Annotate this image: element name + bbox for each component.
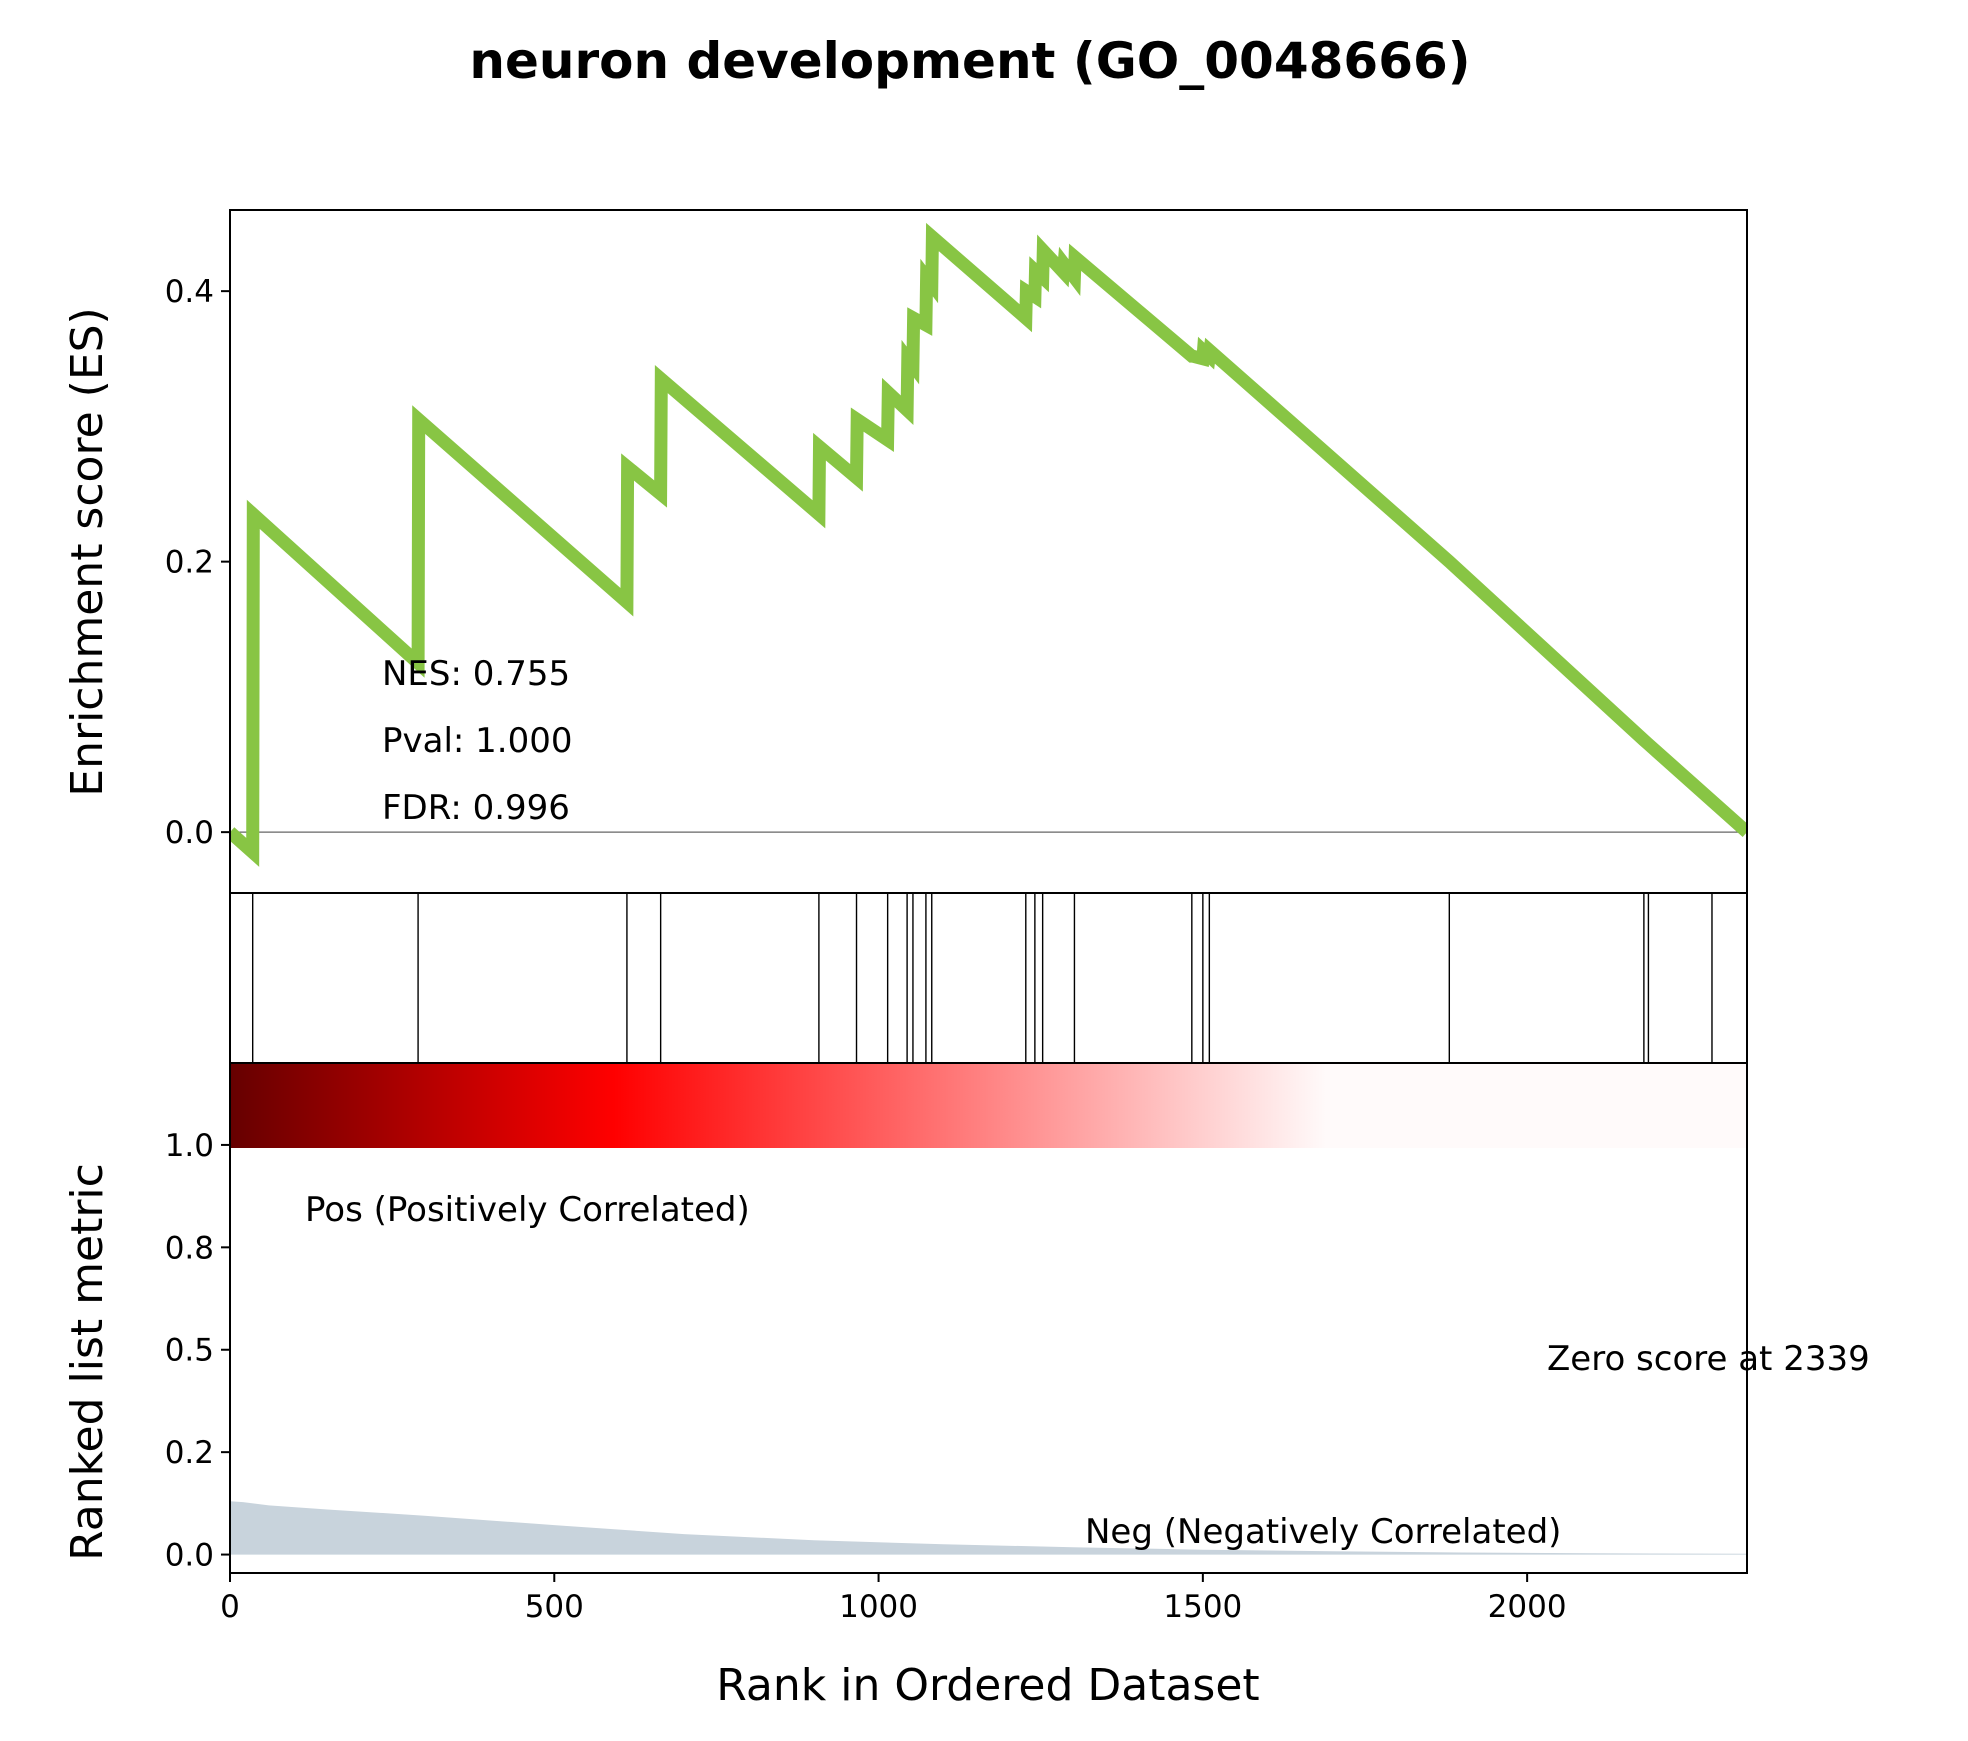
es-panel: 0.0 0.2 0.4 Enrichment score (ES) NES: 0.7… xyxy=(62,209,1748,894)
metric-panel-frame xyxy=(229,1062,1748,1574)
es-y-axis-label: Enrichment score (ES) xyxy=(62,307,113,796)
pval-annotation: Pval: 1.000 xyxy=(382,721,573,761)
metric-y-axis: 0.0 0.2 0.5 0.8 1.0 xyxy=(165,1128,230,1574)
metric-y-axis-label: Ranked list metric xyxy=(62,1163,113,1561)
zero-score-label: Zero score at 2339 xyxy=(1547,1339,1870,1379)
x-axis-label: Rank in Ordered Dataset xyxy=(716,1660,1259,1711)
chart-title: neuron development (GO_0048666) xyxy=(469,32,1470,90)
metric-y-tick-label: 0.5 xyxy=(165,1333,214,1369)
fdr-annotation: FDR: 0.996 xyxy=(382,788,570,828)
x-tick-label: 2000 xyxy=(1488,1589,1567,1625)
hit-lines xyxy=(251,893,1713,1063)
es-y-tick-label: 0.0 xyxy=(165,815,214,851)
metric-y-tick-label: 1.0 xyxy=(165,1128,214,1164)
metric-y-tick-label: 0.0 xyxy=(165,1538,214,1574)
hits-panel xyxy=(229,892,1748,1064)
pos-correlated-label: Pos (Positively Correlated) xyxy=(305,1190,750,1230)
es-line-layer xyxy=(230,222,1747,867)
metric-panel: 0.0 0.2 0.5 0.8 1.0 0 500 1000 1500 2000 Ranked … xyxy=(62,1062,1870,1711)
metric-y-tick-label: 0.8 xyxy=(165,1230,214,1266)
metric-y-tick-label: 0.2 xyxy=(165,1435,214,1471)
metric-area-layer xyxy=(230,1501,1747,1555)
es-curve xyxy=(230,222,1747,867)
neg-correlated-label: Neg (Negatively Correlated) xyxy=(1085,1512,1561,1552)
ranked-metric-area xyxy=(230,1501,1747,1555)
es-y-axis: 0.0 0.2 0.4 xyxy=(165,274,230,851)
nes-annotation: NES: 0.755 xyxy=(382,654,570,694)
hits-panel-frame xyxy=(229,892,1748,1064)
x-tick-label: 500 xyxy=(525,1589,584,1625)
x-tick-label: 0 xyxy=(220,1589,240,1625)
rank-heatmap-bar xyxy=(230,1063,1327,1148)
x-tick-label: 1000 xyxy=(839,1589,918,1625)
metric-x-axis: 0 500 1000 1500 2000 xyxy=(220,1573,1567,1625)
x-tick-label: 1500 xyxy=(1163,1589,1242,1625)
rank-heatmap-tail xyxy=(1326,1063,1747,1148)
es-y-tick-label: 0.4 xyxy=(165,274,214,310)
es-y-tick-label: 0.2 xyxy=(165,545,214,581)
